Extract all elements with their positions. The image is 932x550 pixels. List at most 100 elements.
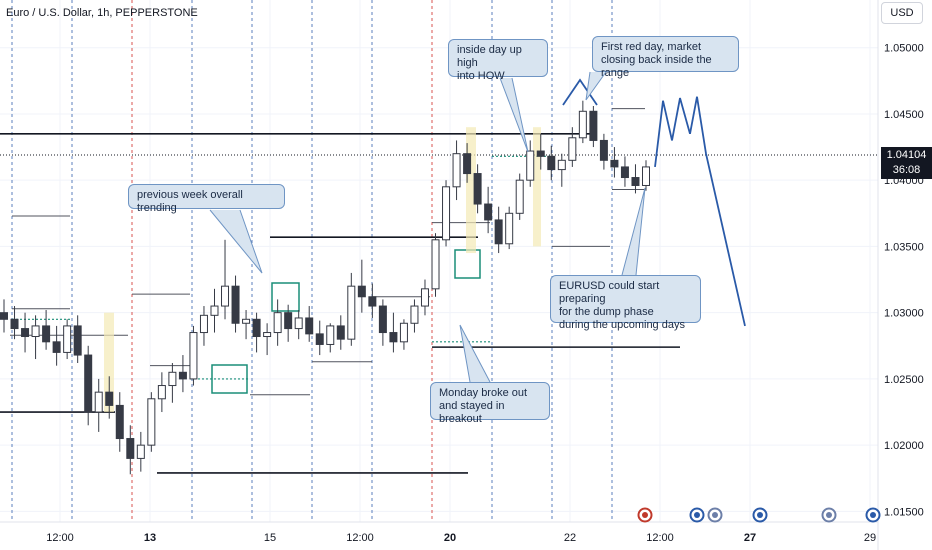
candle-body xyxy=(494,219,503,245)
x-tick-label: 12:00 xyxy=(46,532,74,544)
candle-body xyxy=(263,332,272,338)
candle-body xyxy=(526,150,535,181)
bar-countdown: 36:08 xyxy=(892,164,921,176)
last-price-label: 1.04104 36:08 xyxy=(881,147,932,179)
callout-pointer xyxy=(209,209,263,274)
candle-body xyxy=(31,325,40,338)
candle-body xyxy=(620,166,629,179)
x-tick-label: 15 xyxy=(264,532,276,544)
note-previous-week[interactable]: previous week overall trending xyxy=(128,184,285,214)
candle-body xyxy=(157,385,166,400)
candle-body xyxy=(452,153,461,188)
currency-button[interactable]: USD xyxy=(881,2,923,24)
candle-body xyxy=(115,404,124,440)
highlight-band xyxy=(533,127,541,247)
candle-body xyxy=(557,159,566,171)
candle-body xyxy=(42,325,51,343)
note-inside-day[interactable]: inside day up high into HOW xyxy=(448,39,548,82)
top-marker xyxy=(562,78,598,106)
candle-body xyxy=(284,312,293,330)
candle-body xyxy=(178,371,187,380)
time-axis[interactable]: 12:00 13 15 12:00 20 22 12:00 27 29 xyxy=(0,521,878,544)
y-tick-label: 1.01500 xyxy=(884,506,924,518)
candle-body xyxy=(547,155,556,171)
note-first-red-day[interactable]: First red day, market closing back insid… xyxy=(592,36,739,79)
candle-body xyxy=(105,391,114,406)
candle-body xyxy=(568,137,577,161)
candle-body xyxy=(515,179,524,214)
candle-body xyxy=(168,371,177,387)
candle-body xyxy=(368,296,377,307)
candle-body xyxy=(336,325,345,340)
consolidation-box xyxy=(454,249,481,279)
callout-pointer xyxy=(499,77,529,153)
candle-body xyxy=(442,186,451,241)
candle-body xyxy=(326,325,335,345)
annotation-pointers xyxy=(209,71,646,383)
candle-body xyxy=(610,159,619,168)
x-tick-label: 22 xyxy=(564,532,576,544)
candlesticks xyxy=(0,100,650,475)
candle-body xyxy=(642,166,650,186)
price-axis[interactable]: 1.050001.045001.040001.035001.030001.025… xyxy=(877,0,932,550)
candle-body xyxy=(210,305,219,316)
candle-body xyxy=(252,318,261,338)
event-icon-dot xyxy=(870,512,876,518)
candle-body xyxy=(420,288,429,307)
highlight-band xyxy=(104,312,114,413)
candle-body xyxy=(578,110,587,139)
note-monday-breakout[interactable]: Monday broke out and stayed in breakout xyxy=(430,382,550,425)
candle-body xyxy=(242,318,251,324)
event-icon-dot xyxy=(642,512,648,518)
y-tick-label: 1.04500 xyxy=(884,109,924,121)
candle-body xyxy=(147,398,156,446)
consolidation-box xyxy=(211,364,248,394)
note-eurusd-dump[interactable]: EURUSD could start preparing for the dum… xyxy=(550,275,701,331)
candle-body xyxy=(431,239,440,290)
y-tick-label: 1.02000 xyxy=(884,440,924,452)
x-tick-label: 29 xyxy=(864,532,876,544)
candle-body xyxy=(347,285,356,340)
y-tick-label: 1.02500 xyxy=(884,374,924,386)
session-dividers xyxy=(11,0,613,522)
y-tick-label: 1.03500 xyxy=(884,241,924,253)
projection-path xyxy=(562,78,746,327)
candle-body xyxy=(357,285,366,298)
callout-pointer xyxy=(459,324,491,383)
candle-body xyxy=(63,325,72,353)
event-icon-dot xyxy=(757,512,763,518)
vertical-grid xyxy=(59,0,871,522)
candle-body xyxy=(126,438,135,459)
candle-body xyxy=(231,285,240,324)
candle-body xyxy=(199,314,208,334)
candle-body xyxy=(84,354,93,413)
candle-body xyxy=(389,332,398,343)
event-icon-dot xyxy=(694,512,700,518)
candle-body xyxy=(294,317,303,330)
x-tick-label: 27 xyxy=(744,532,756,544)
callout-pointer xyxy=(621,187,646,276)
consolidation-box xyxy=(271,282,300,312)
y-tick-label: 1.03000 xyxy=(884,308,924,320)
symbol-title: Euro / U.S. Dollar, 1h, PEPPERSTONE xyxy=(6,7,198,19)
candle-body xyxy=(10,318,19,330)
candle-body xyxy=(189,332,198,380)
event-icon-dot xyxy=(826,512,832,518)
candle-body xyxy=(410,305,419,324)
candle-body xyxy=(21,328,30,338)
candle-body xyxy=(399,322,408,343)
candle-body xyxy=(484,203,493,221)
economic-events[interactable] xyxy=(637,507,881,523)
x-tick-label: 20 xyxy=(444,532,456,544)
candle-body xyxy=(505,212,514,245)
candle-body xyxy=(599,139,608,161)
x-tick-label: 12:00 xyxy=(346,532,374,544)
price-axis-background xyxy=(878,0,932,550)
candle-body xyxy=(473,173,482,205)
last-price-value: 1.04104 xyxy=(886,149,927,161)
candle-body xyxy=(315,333,324,345)
candle-body xyxy=(305,317,314,335)
event-icon-dot xyxy=(712,512,718,518)
highlight-band xyxy=(466,127,476,254)
